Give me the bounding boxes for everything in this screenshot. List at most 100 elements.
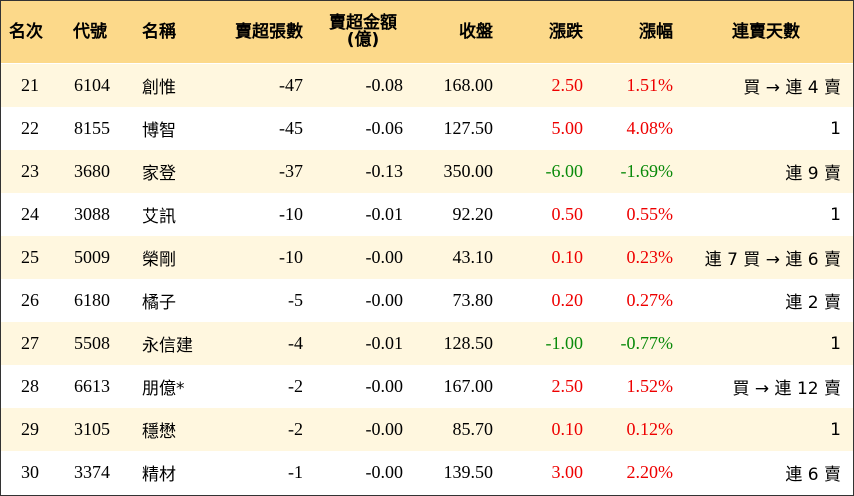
cell-net-sell-amount: -0.00 xyxy=(365,290,404,310)
cell-change-pct: 1.51% xyxy=(626,75,674,95)
table-row: 28 6613 朋億* -2 -0.00 167.00 2.50 1.52% 買 → 連 12 … xyxy=(1,365,853,408)
table-row: 22 8155 博智 -45 -0.06 127.50 5.00 4.08% 1 xyxy=(1,107,853,150)
cell-close: 139.50 xyxy=(443,462,494,482)
cell-change-pct: 1.52% xyxy=(626,376,674,396)
cell-net-sell-lots: -10 xyxy=(279,247,303,267)
cell-name: 博智 xyxy=(142,121,176,141)
cell-rank: 25 xyxy=(21,247,39,267)
cell-net-sell-amount: -0.00 xyxy=(365,247,404,267)
cell-code: 3374 xyxy=(74,462,110,482)
cell-close: 168.00 xyxy=(443,75,494,95)
cell-change: 5.00 xyxy=(551,118,584,138)
cell-net-sell-lots: -2 xyxy=(288,419,303,439)
cell-close: 92.20 xyxy=(452,204,494,224)
cell-change: 0.10 xyxy=(551,247,584,267)
cell-net-sell-amount: -0.00 xyxy=(365,462,404,482)
cell-change: -6.00 xyxy=(545,161,584,181)
header-close: 收盤 xyxy=(459,21,493,42)
cell-name: 朋億* xyxy=(142,379,185,399)
cell-change: 2.50 xyxy=(551,376,584,396)
header-change-pct: 漲幅 xyxy=(639,21,673,42)
cell-streak: 1 xyxy=(830,333,841,354)
cell-rank: 22 xyxy=(21,118,39,138)
table-row: 30 3374 精材 -1 -0.00 139.50 3.00 2.20% 連 6 賣 xyxy=(1,451,853,494)
cell-net-sell-amount: -0.00 xyxy=(365,376,404,396)
cell-net-sell-amount: -0.08 xyxy=(365,75,404,95)
cell-change: 0.10 xyxy=(551,419,584,439)
cell-rank: 23 xyxy=(21,161,39,181)
table-row: 23 3680 家登 -37 -0.13 350.00 -6.00 -1.69% 連 9 賣 xyxy=(1,150,853,193)
cell-code: 5009 xyxy=(74,247,110,267)
cell-code: 3105 xyxy=(74,419,110,439)
cell-name: 艾訊 xyxy=(142,207,176,227)
cell-change: 2.50 xyxy=(551,75,584,95)
cell-streak: 連 7 買 → 連 6 賣 xyxy=(704,250,841,270)
cell-net-sell-amount: -0.01 xyxy=(365,204,404,224)
cell-name: 橘子 xyxy=(142,293,176,313)
header-net-sell-amount-line1: 賣超金額 xyxy=(329,13,397,33)
cell-change: 0.50 xyxy=(551,204,584,224)
cell-change-pct: 4.08% xyxy=(626,118,674,138)
cell-net-sell-amount: -0.00 xyxy=(365,419,404,439)
cell-code: 6613 xyxy=(74,376,110,396)
cell-change-pct: 0.12% xyxy=(626,419,674,439)
cell-change-pct: -0.77% xyxy=(620,333,674,353)
cell-change: 0.20 xyxy=(551,290,584,310)
cell-change: -1.00 xyxy=(545,333,584,353)
header-net-sell-amount: 賣超金額 (億) xyxy=(313,1,413,63)
cell-name: 永信建 xyxy=(142,336,193,356)
cell-streak: 1 xyxy=(830,204,841,225)
cell-net-sell-amount: -0.13 xyxy=(365,161,404,181)
header-code: 代號 xyxy=(73,21,107,42)
cell-name: 精材 xyxy=(142,465,176,485)
cell-streak: 買 → 連 12 賣 xyxy=(732,379,842,399)
table-row: 29 3105 穩懋 -2 -0.00 85.70 0.10 0.12% 1 xyxy=(1,408,853,451)
cell-code: 5508 xyxy=(74,333,110,353)
cell-rank: 27 xyxy=(21,333,39,353)
cell-net-sell-lots: -10 xyxy=(279,204,303,224)
cell-close: 73.80 xyxy=(452,290,494,310)
cell-net-sell-amount: -0.06 xyxy=(365,118,404,138)
cell-code: 8155 xyxy=(74,118,110,138)
cell-streak: 買 → 連 4 賣 xyxy=(743,78,841,98)
cell-rank: 28 xyxy=(21,376,39,396)
cell-change-pct: 0.23% xyxy=(626,247,674,267)
cell-close: 85.70 xyxy=(452,419,494,439)
cell-name: 家登 xyxy=(142,164,176,184)
cell-streak: 1 xyxy=(830,118,841,139)
cell-name: 創惟 xyxy=(142,78,176,98)
table-header: 名次 代號 名稱 賣超張數 賣超金額 (億) 收盤 漲跌 漲幅 連賣天數 xyxy=(1,1,853,63)
header-net-sell-lots: 賣超張數 xyxy=(235,21,303,42)
table-row: 26 6180 橘子 -5 -0.00 73.80 0.20 0.27% 連 2 賣 xyxy=(1,279,853,322)
cell-net-sell-lots: -45 xyxy=(279,118,303,138)
cell-streak: 連 9 賣 xyxy=(785,164,841,184)
cell-rank: 30 xyxy=(21,462,39,482)
header-name: 名稱 xyxy=(142,21,176,42)
cell-streak: 1 xyxy=(830,419,841,440)
cell-net-sell-lots: -37 xyxy=(279,161,303,181)
cell-change-pct: -1.69% xyxy=(620,161,674,181)
cell-change-pct: 0.55% xyxy=(626,204,674,224)
cell-rank: 24 xyxy=(21,204,39,224)
cell-net-sell-lots: -2 xyxy=(288,376,303,396)
cell-net-sell-lots: -4 xyxy=(288,333,303,353)
cell-streak: 連 6 賣 xyxy=(785,465,841,485)
cell-rank: 29 xyxy=(21,419,39,439)
cell-name: 榮剛 xyxy=(142,250,176,270)
cell-rank: 26 xyxy=(21,290,39,310)
cell-net-sell-lots: -47 xyxy=(279,75,303,95)
cell-code: 6104 xyxy=(74,75,110,95)
header-change: 漲跌 xyxy=(549,21,583,42)
cell-code: 6180 xyxy=(74,290,110,310)
header-streak: 連賣天數 xyxy=(732,21,800,42)
cell-net-sell-lots: -5 xyxy=(288,290,303,310)
cell-code: 3680 xyxy=(74,161,110,181)
table-row: 21 6104 創惟 -47 -0.08 168.00 2.50 1.51% 買 → 連 4 賣 xyxy=(1,64,853,107)
cell-close: 167.00 xyxy=(443,376,494,396)
header-net-sell-amount-line2: (億) xyxy=(346,30,380,50)
table-row: 27 5508 永信建 -4 -0.01 128.50 -1.00 -0.77% 1 xyxy=(1,322,853,365)
cell-rank: 21 xyxy=(21,75,39,95)
table-row: 25 5009 榮剛 -10 -0.00 43.10 0.10 0.23% 連 7 買 → 連 … xyxy=(1,236,853,279)
cell-change-pct: 0.27% xyxy=(626,290,674,310)
